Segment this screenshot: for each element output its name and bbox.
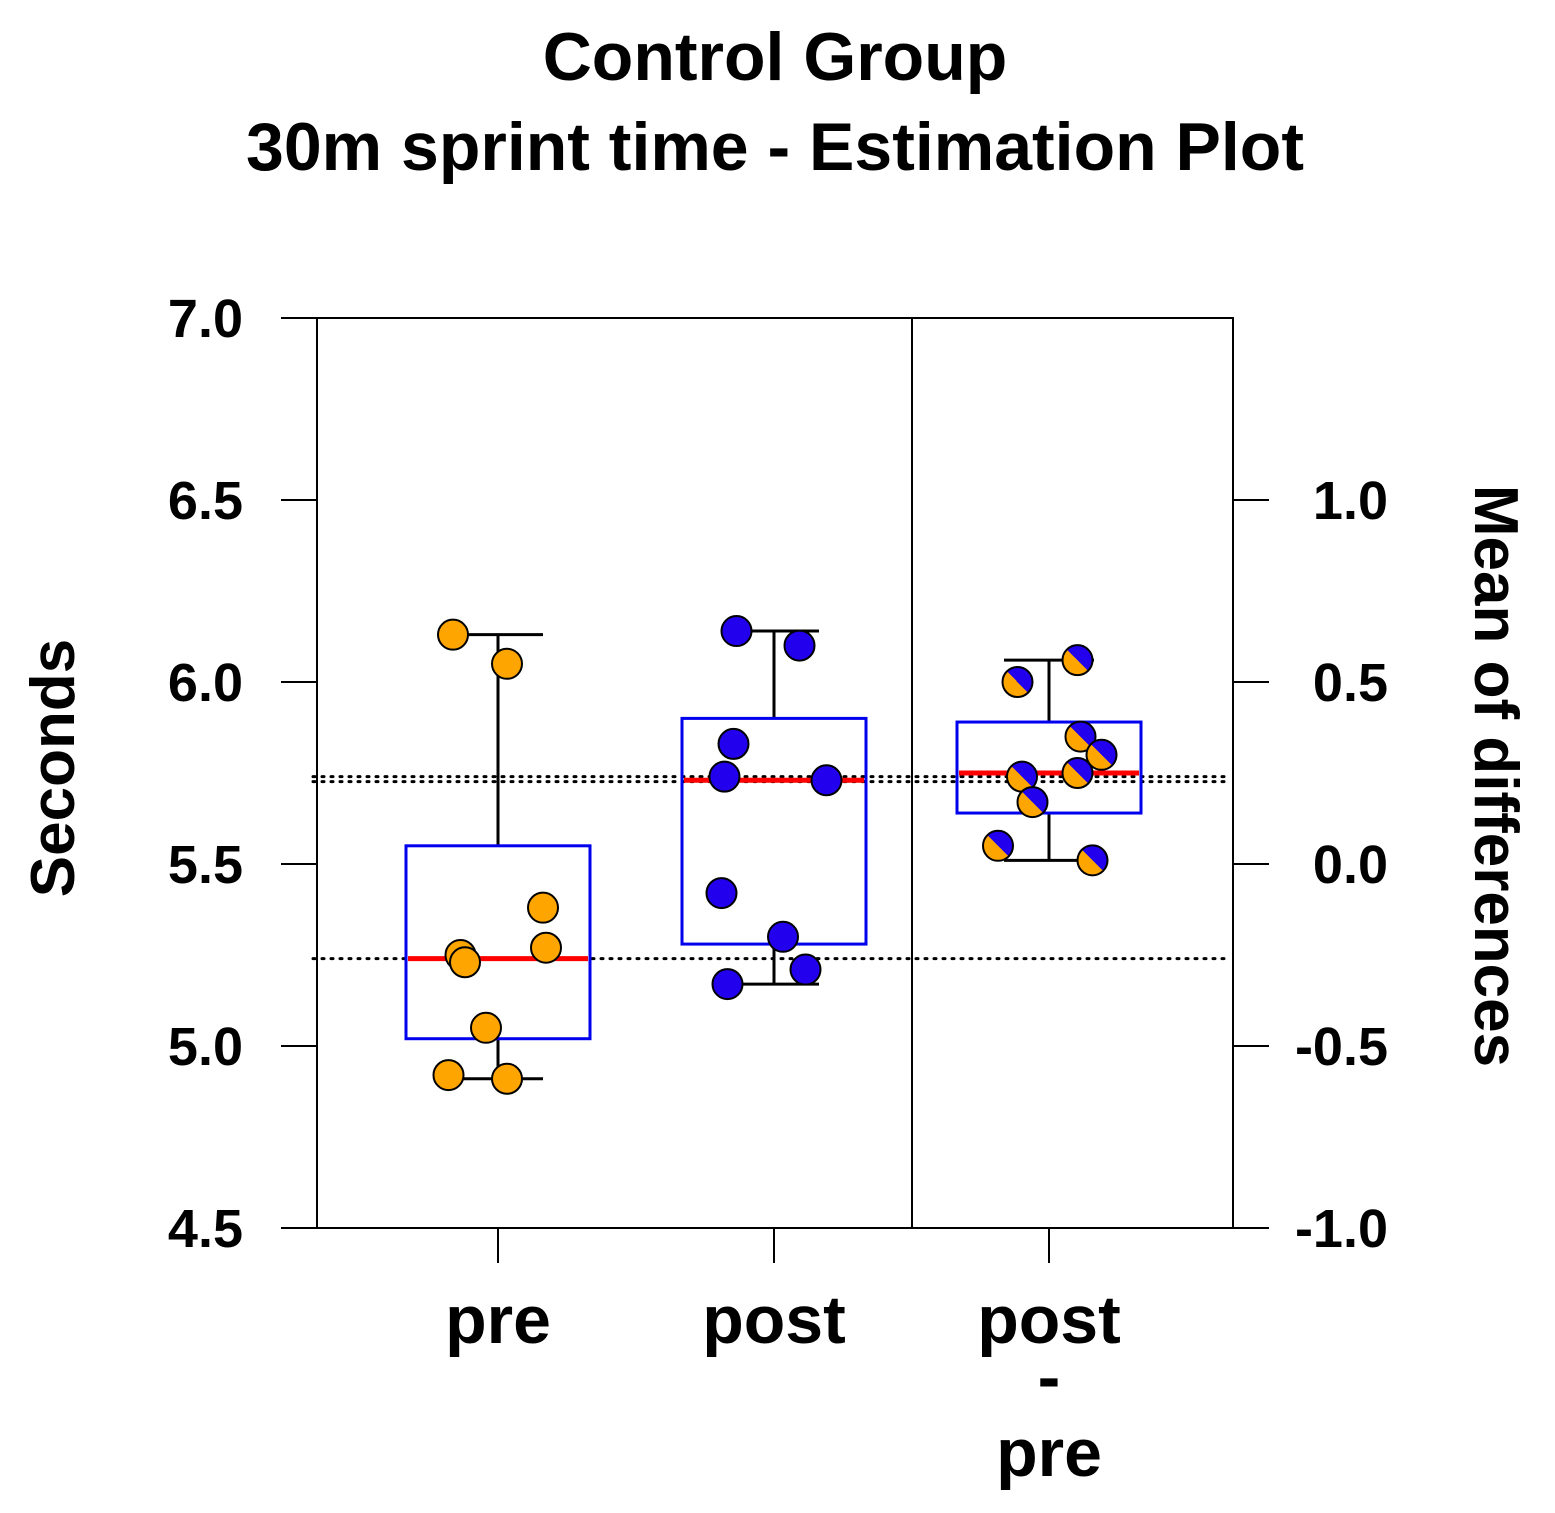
data-point [1061,757,1094,789]
group-2 [955,644,1143,877]
x-category-label: - [1038,1339,1061,1415]
y-tick-label-right: -1.0 [1295,1199,1388,1259]
data-point [789,953,822,986]
x-category-label: post [977,1282,1121,1358]
data-point [720,615,753,648]
y-tick-label-left: 5.0 [168,1017,243,1077]
groups [404,615,1143,1095]
data-point [767,920,799,953]
x-category-label: pre [996,1415,1102,1491]
data-point [717,727,750,760]
data-point [705,877,738,910]
x-category-label: post [702,1282,846,1358]
y-axis-title-right: Mean of differences [1461,485,1530,1067]
data-point [708,760,741,793]
y-tick-label-left: 4.5 [168,1199,243,1259]
group-1 [680,615,868,1001]
y-tick-label-right: -0.5 [1295,1017,1388,1077]
data-point [1064,720,1097,753]
data-point [1001,666,1034,698]
data-point [437,618,469,651]
y-axis-left: 7.0 6.5 6.0 5.5 5.0 4.5 [168,289,318,1259]
data-point [783,629,816,662]
box [404,844,592,1041]
y-tick-label-left: 6.5 [168,471,243,531]
x-category-label: pre [445,1282,551,1358]
y-tick-label-left: 5.5 [168,835,243,895]
y-tick-label-right: 0.0 [1313,835,1388,895]
box [955,720,1143,815]
data-point [449,946,481,979]
data-point [530,931,562,964]
chart-title-line-1: Control Group [543,19,1008,95]
data-point [470,1011,502,1044]
data-point [432,1059,465,1092]
y-tick-label-right: 1.0 [1313,471,1388,531]
x-axis: pre post post-pre [445,1228,1121,1491]
box [680,716,868,946]
data-point [527,891,559,924]
data-point [1016,786,1049,819]
y-tick-label-left: 7.0 [168,289,243,349]
data-point [1085,738,1118,771]
data-point [810,764,843,797]
group-0 [404,618,592,1095]
data-point [711,968,744,1001]
y-axis-right: 1.0 0.5 0.0 -0.5 -1.0 [1233,471,1388,1259]
data-point [1061,644,1094,677]
data-point [491,647,523,680]
data-point [1076,844,1109,877]
data-point [491,1062,523,1095]
data-point [982,829,1014,862]
y-tick-label-right: 0.5 [1313,653,1388,713]
y-tick-label-left: 6.0 [168,653,243,713]
y-axis-title-left: Seconds [19,639,88,897]
chart-title-line-2: 30m sprint time - Estimation Plot [246,109,1304,185]
